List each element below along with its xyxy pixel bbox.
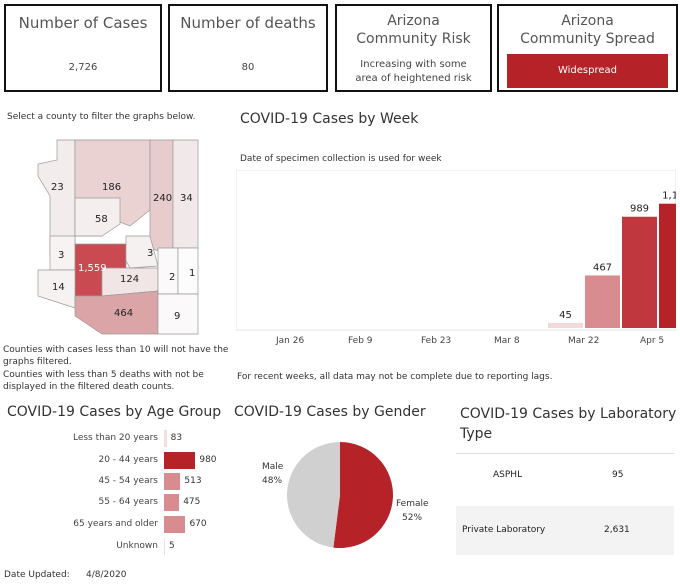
- kpi-cases: Number of Cases 2,726: [4, 4, 162, 92]
- spread-status-badge: Widespread: [507, 54, 668, 88]
- age-group-label: Unknown: [116, 541, 158, 551]
- county-cochise[interactable]: [157, 293, 199, 335]
- lab-value: 2,631: [604, 525, 630, 535]
- age-group-label: 55 - 64 years: [98, 497, 158, 507]
- county-count: 1,559: [78, 263, 107, 274]
- county-count: 23: [51, 182, 64, 193]
- age-group-value: 475: [183, 497, 201, 507]
- county-count: 14: [52, 282, 65, 293]
- weekly-bar-label: 45: [559, 310, 572, 321]
- weekly-footnote: For recent weeks, all data may not be co…: [237, 372, 553, 382]
- kpi-spread: Arizona Community Spread Widespread: [497, 4, 678, 92]
- county-count: 464: [114, 308, 134, 319]
- kpi-deaths-title: Number of deaths: [180, 14, 316, 32]
- age-group-bar: [164, 473, 181, 490]
- age-group-value: 980: [199, 455, 217, 465]
- county-graham[interactable]: [157, 247, 179, 295]
- weekly-x-tick: Feb 23: [421, 336, 452, 346]
- lab-name: ASPHL: [493, 470, 523, 480]
- county-count: 2: [169, 272, 176, 283]
- map-note-2: Counties with less than 5 deaths with no…: [3, 370, 204, 391]
- lab-name: Private Laboratory: [462, 525, 546, 535]
- weekly-bar: [548, 322, 583, 328]
- pie-slice-male: [287, 442, 340, 548]
- county-map[interactable]: [30, 136, 202, 336]
- map-instruction: Select a county to filter the graphs bel…: [7, 112, 196, 122]
- county-count: 240: [153, 193, 173, 204]
- weekly-chart-title: COVID-19 Cases by Week: [240, 111, 419, 127]
- county-gila[interactable]: [125, 235, 159, 269]
- kpi-cases-value: 2,726: [68, 62, 98, 73]
- age-chart-title: COVID-19 Cases by Age Group: [7, 404, 222, 420]
- pie-slice-female: [333, 442, 393, 548]
- age-group-value: 670: [189, 519, 207, 529]
- age-group-label: Less than 20 years: [72, 433, 158, 443]
- age-group-value: 513: [184, 476, 202, 486]
- age-group-label: 45 - 54 years: [98, 476, 158, 486]
- female-pct: 52%: [402, 513, 423, 523]
- age-group-value: 5: [169, 541, 175, 551]
- weekly-bar: [622, 216, 657, 328]
- gender-pie-chart: [287, 442, 393, 548]
- county-count: 58: [95, 214, 108, 225]
- age-group-label: 20 - 44 years: [98, 455, 158, 465]
- gender-chart-title: COVID-19 Cases by Gender: [234, 404, 426, 420]
- weekly-bar-label: 1,105: [662, 191, 676, 202]
- female-label: Female: [396, 499, 429, 509]
- lab-row-bg: [456, 506, 674, 555]
- kpi-deaths: Number of deaths 80: [168, 4, 328, 92]
- kpi-risk: Arizona Community Risk Increasing with s…: [335, 4, 492, 92]
- age-group-bar: [164, 430, 167, 447]
- weekly-x-tick: Feb 9: [348, 336, 373, 346]
- county-count: 3: [147, 248, 154, 259]
- weekly-x-tick: Mar 22: [568, 336, 600, 346]
- county-count: 124: [120, 274, 140, 285]
- county-count: 3: [58, 250, 65, 261]
- weekly-bar-label: 989: [630, 204, 649, 215]
- kpi-risk-value: Increasing with some area of heightened …: [355, 59, 472, 84]
- weekly-bar: [585, 275, 620, 328]
- weekly-bar-label: 467: [593, 262, 612, 273]
- age-group-bar: [164, 516, 186, 533]
- age-group-bar: [164, 538, 165, 555]
- age-group-bar: [164, 452, 196, 469]
- age-group-value: 83: [170, 433, 183, 443]
- weekly-x-tick: Mar 8: [494, 336, 520, 346]
- date-updated-value: 4/8/2020: [86, 570, 127, 580]
- county-count: 34: [180, 193, 193, 204]
- lab-value: 95: [612, 470, 624, 480]
- kpi-deaths-value: 80: [241, 62, 255, 73]
- date-updated-label: Date Updated:: [4, 570, 70, 580]
- age-group-label: 65 years and older: [73, 519, 158, 529]
- weekly-x-tick: Jan 26: [276, 336, 305, 346]
- county-count: 1: [189, 268, 196, 279]
- weekly-x-tick: Apr 5: [640, 336, 665, 346]
- county-count: 186: [102, 182, 122, 193]
- age-group-bar: [164, 494, 180, 511]
- lab-divider: [456, 453, 674, 454]
- male-label: Male: [262, 462, 284, 472]
- county-yavapai[interactable]: [74, 197, 121, 237]
- county-count: 9: [174, 311, 181, 322]
- weekly-chart-subtitle: Date of specimen collection is used for …: [240, 154, 442, 164]
- lab-table-title: COVID-19 Cases by Laboratory Type: [460, 406, 677, 442]
- kpi-risk-title: Arizona Community Risk: [356, 13, 471, 47]
- male-pct: 48%: [262, 476, 283, 486]
- weekly-bar: [659, 203, 676, 328]
- kpi-cases-title: Number of Cases: [18, 14, 148, 32]
- map-note-1: Counties with cases less than 10 will no…: [3, 345, 229, 367]
- kpi-spread-title: Arizona Community Spread: [520, 13, 655, 47]
